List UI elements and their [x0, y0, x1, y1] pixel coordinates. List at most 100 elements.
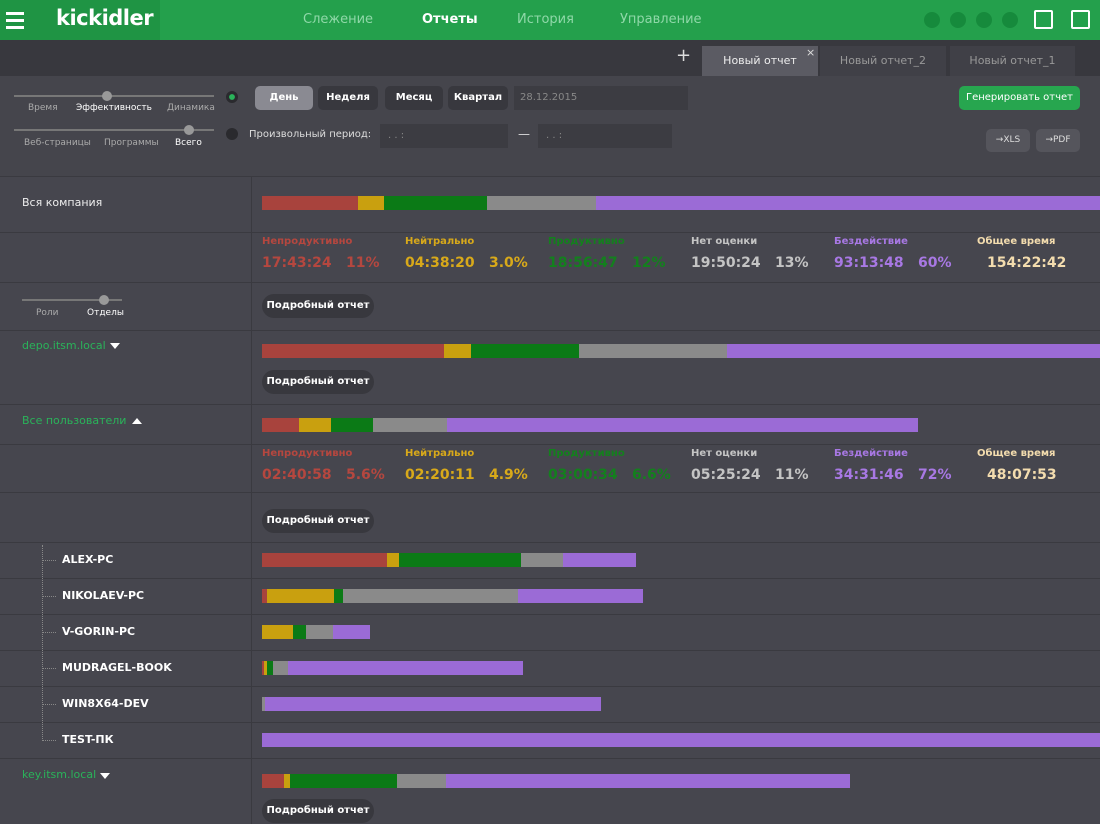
header	[0, 0, 1100, 40]
expand-arrow[interactable]	[110, 343, 120, 349]
stat-label: Общее время	[977, 448, 1056, 459]
stat-time: 18:56:47	[548, 255, 618, 271]
bar-segment	[272, 661, 288, 675]
bar-segment	[334, 589, 344, 603]
period-button[interactable]: Квартал	[448, 86, 508, 110]
generate-button[interactable]: Генерировать отчет	[959, 86, 1080, 110]
nav-item[interactable]: Отчеты	[422, 12, 478, 27]
computer-name[interactable]: ALEX-PC	[62, 553, 114, 566]
stat-label: Общее время	[977, 236, 1056, 247]
custom-period-label: Произвольный период:	[249, 129, 372, 140]
detail-button[interactable]: Подробный отчет	[262, 799, 374, 823]
period-button[interactable]: Месяц	[385, 86, 443, 110]
export-button[interactable]: →XLS	[986, 129, 1030, 152]
stat-label: Непродуктивно	[262, 236, 353, 247]
stat-time: 19:50:24	[691, 255, 761, 271]
bar-segment	[578, 344, 728, 358]
grouping-option[interactable]: Роли	[36, 308, 59, 318]
tab[interactable]: Новый отчет_1	[950, 46, 1075, 76]
slider	[14, 95, 214, 97]
row-divider	[0, 686, 1100, 687]
computer-name[interactable]: TEST-ПК	[62, 733, 114, 746]
detail-button[interactable]: Подробный отчет	[262, 294, 374, 318]
bar-segment	[487, 196, 596, 210]
bar-segment	[262, 697, 266, 711]
bar-segment	[265, 697, 602, 711]
bar-segment	[293, 625, 307, 639]
tab[interactable]: Новый отчет	[702, 46, 818, 76]
stat-share: 60%	[918, 255, 952, 271]
slider-knob[interactable]	[184, 125, 194, 135]
stat-time: 93:13:48	[834, 255, 904, 271]
bar-segment	[283, 774, 290, 788]
menu-icon[interactable]	[6, 19, 24, 22]
nav-item[interactable]: История	[517, 12, 574, 27]
tab[interactable]: Новый отчет_2	[820, 46, 946, 76]
icon-button[interactable]	[1034, 10, 1053, 29]
period-button[interactable]: Неделя	[318, 86, 378, 110]
group-name[interactable]: Все пользователи	[22, 414, 127, 427]
computer-name[interactable]: MUDRAGEL-BOOK	[62, 661, 172, 674]
bar-segment	[262, 418, 299, 432]
computer-name[interactable]: NIKOLAEV-PC	[62, 589, 145, 602]
computer-name[interactable]: V-GORIN-PC	[62, 625, 136, 638]
source-option[interactable]: Программы	[104, 138, 159, 148]
group-name[interactable]: depo.itsm.local	[22, 339, 106, 352]
tab-add[interactable]: +	[676, 45, 692, 66]
radio[interactable]	[226, 128, 238, 140]
computer-name[interactable]: WIN8X64-DEV	[62, 697, 149, 710]
menu-icon[interactable]	[6, 26, 24, 29]
detail-button[interactable]: Подробный отчет	[262, 509, 374, 533]
logo: kickidler	[56, 6, 154, 30]
row-divider	[0, 282, 1100, 283]
bar-segment	[263, 661, 268, 675]
date-to[interactable]: . . :	[538, 124, 672, 148]
period-button[interactable]: День	[255, 86, 313, 110]
stat-time: 154:22:42	[987, 255, 1067, 271]
date-field[interactable]: 28.12.2015	[514, 86, 688, 110]
stat-share: 13%	[775, 255, 809, 271]
row-divider	[0, 232, 1100, 233]
menu-icon[interactable]	[6, 12, 24, 15]
stat-time: 04:38:20	[405, 255, 475, 271]
bar-segment	[330, 418, 374, 432]
metric-option[interactable]: Эффективность	[76, 103, 152, 113]
radio[interactable]	[226, 91, 238, 103]
bar-segment	[595, 196, 1100, 210]
bar-segment	[262, 774, 284, 788]
group-name[interactable]: key.itsm.local	[22, 768, 97, 781]
bar-segment	[386, 553, 399, 567]
tab-close[interactable]: ×	[806, 46, 816, 59]
grouping-option[interactable]: Отделы	[87, 308, 124, 318]
source-option[interactable]: Веб-страницы	[24, 138, 91, 148]
stat-share: 72%	[918, 467, 952, 483]
bar-segment	[562, 553, 636, 567]
detail-button[interactable]: Подробный отчет	[262, 370, 374, 394]
slider-knob[interactable]	[99, 295, 109, 305]
stat-label: Нет оценки	[691, 448, 758, 459]
tree-line	[42, 545, 43, 741]
dash: —	[518, 127, 530, 141]
metric-option[interactable]: Динамика	[167, 103, 215, 113]
expand-arrow[interactable]	[100, 773, 110, 779]
bar-segment	[384, 196, 488, 210]
export-button[interactable]: →PDF	[1036, 129, 1080, 152]
bar-segment	[287, 661, 523, 675]
date-from[interactable]: . . :	[380, 124, 508, 148]
bar-segment	[267, 589, 335, 603]
stat-label: Бездействие	[834, 236, 908, 247]
bar-segment	[262, 733, 1100, 747]
collapse-arrow[interactable]	[132, 418, 142, 424]
icon-button[interactable]	[1071, 10, 1090, 29]
stat-share: 12%	[632, 255, 666, 271]
source-option[interactable]: Всего	[175, 138, 202, 148]
stat-time: 05:25:24	[691, 467, 761, 483]
stat-share: 11%	[775, 467, 809, 483]
stat-label: Продуктивно	[548, 448, 625, 459]
nav-item[interactable]: Управление	[620, 12, 702, 27]
row-divider	[0, 492, 1100, 493]
bar-segment	[298, 418, 331, 432]
slider-knob[interactable]	[102, 91, 112, 101]
nav-item[interactable]: Слежение	[303, 12, 374, 27]
metric-option[interactable]: Время	[28, 103, 58, 113]
